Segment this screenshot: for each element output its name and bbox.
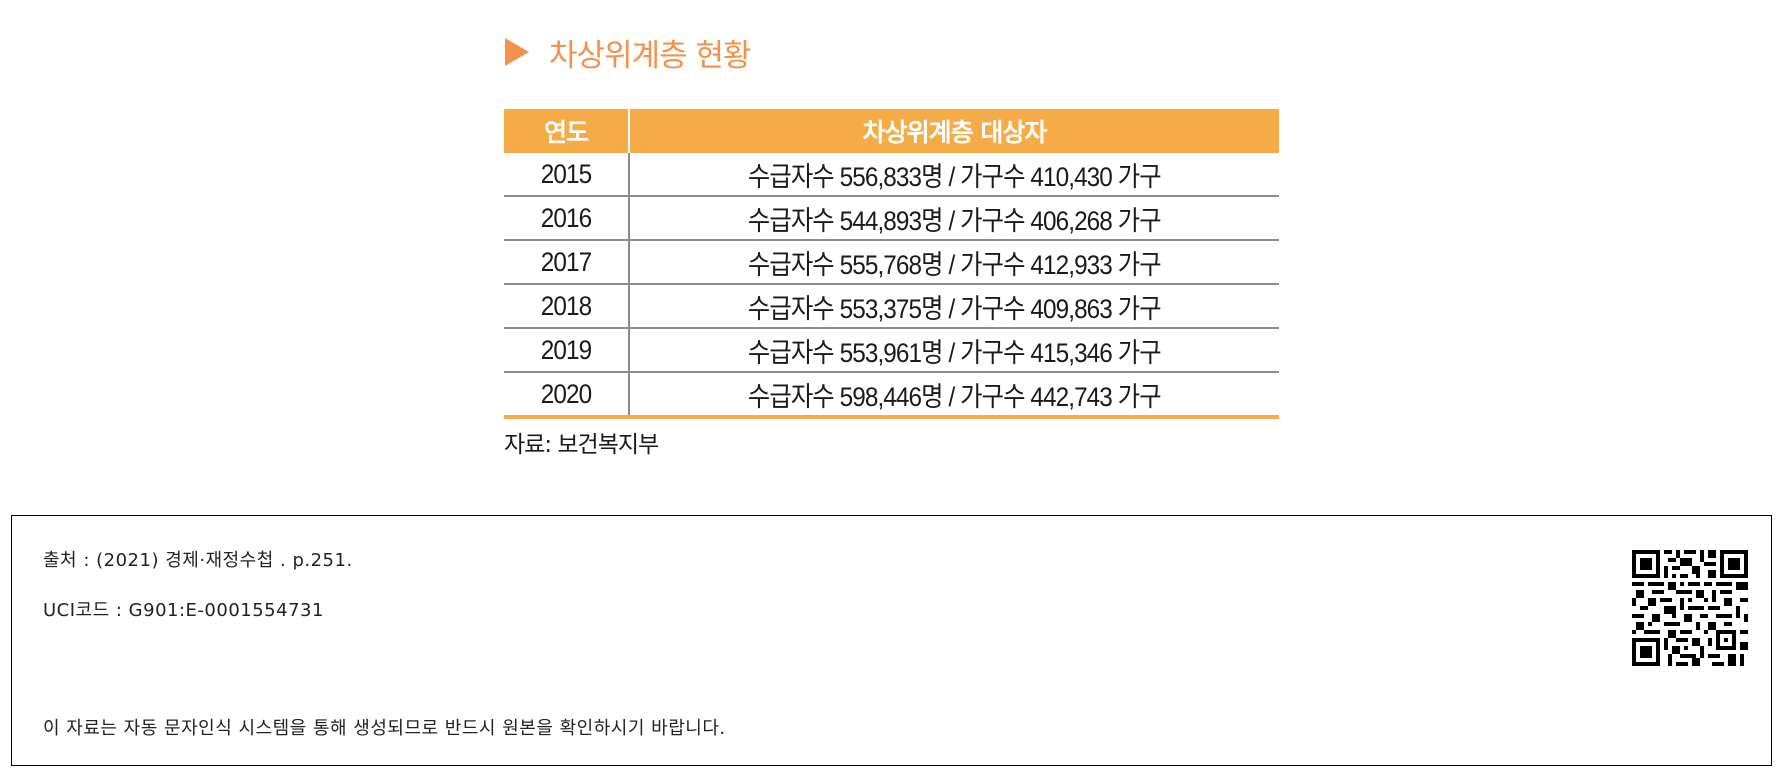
cell-year: 2020 xyxy=(504,372,630,419)
cell-year: 2016 xyxy=(504,196,630,241)
section-title: 차상위계층 현황 xyxy=(505,30,751,74)
table-row: 2018 수급자수 553,375명 / 가구수 409,863 가구 xyxy=(504,284,1279,329)
cell-recipients: 수급자수 544,893명 / 가구수 406,268 가구 xyxy=(629,196,1279,241)
cell-year: 2019 xyxy=(504,328,630,373)
column-header-year: 연도 xyxy=(504,109,630,153)
recipients-table: 연도 차상위계층 대상자 2015 수급자수 556,833명 / 가구수 41… xyxy=(504,109,1279,419)
table-row: 2015 수급자수 556,833명 / 가구수 410,430 가구 xyxy=(504,153,1279,197)
cell-recipients: 수급자수 598,446명 / 가구수 442,743 가구 xyxy=(629,372,1279,419)
cell-year: 2018 xyxy=(504,284,630,329)
table-row: 2020 수급자수 598,446명 / 가구수 442,743 가구 xyxy=(504,372,1279,419)
cell-recipients: 수급자수 553,375명 / 가구수 409,863 가구 xyxy=(629,284,1279,329)
table-row: 2017 수급자수 555,768명 / 가구수 412,933 가구 xyxy=(504,240,1279,285)
triangle-right-icon xyxy=(505,38,529,66)
citation-text: 출처 : (2021) 경제·재정수첩 . p.251. xyxy=(43,550,353,571)
cell-recipients: 수급자수 556,833명 / 가구수 410,430 가구 xyxy=(629,153,1279,197)
qr-code-icon[interactable] xyxy=(1632,550,1748,666)
cell-year: 2015 xyxy=(504,153,630,197)
source-note: 자료: 보건복지부 xyxy=(504,432,659,458)
cell-recipients: 수급자수 553,961명 / 가구수 415,346 가구 xyxy=(629,328,1279,373)
cell-year: 2017 xyxy=(504,240,630,285)
table-row: 2016 수급자수 544,893명 / 가구수 406,268 가구 xyxy=(504,196,1279,241)
table-header-row: 연도 차상위계층 대상자 xyxy=(504,109,1279,153)
uci-code: UCI코드 : G901:E-0001554731 xyxy=(43,600,324,621)
column-header-recipients: 차상위계층 대상자 xyxy=(629,109,1279,153)
table-row: 2019 수급자수 553,961명 / 가구수 415,346 가구 xyxy=(504,328,1279,373)
cell-recipients: 수급자수 555,768명 / 가구수 412,933 가구 xyxy=(629,240,1279,285)
ocr-disclaimer: 이 자료는 자동 문자인식 시스템을 통해 생성되므로 반드시 원본을 확인하시… xyxy=(43,718,726,739)
citation-footer: 출처 : (2021) 경제·재정수첩 . p.251. UCI코드 : G90… xyxy=(11,515,1772,766)
section-title-text: 차상위계층 현황 xyxy=(549,37,751,74)
